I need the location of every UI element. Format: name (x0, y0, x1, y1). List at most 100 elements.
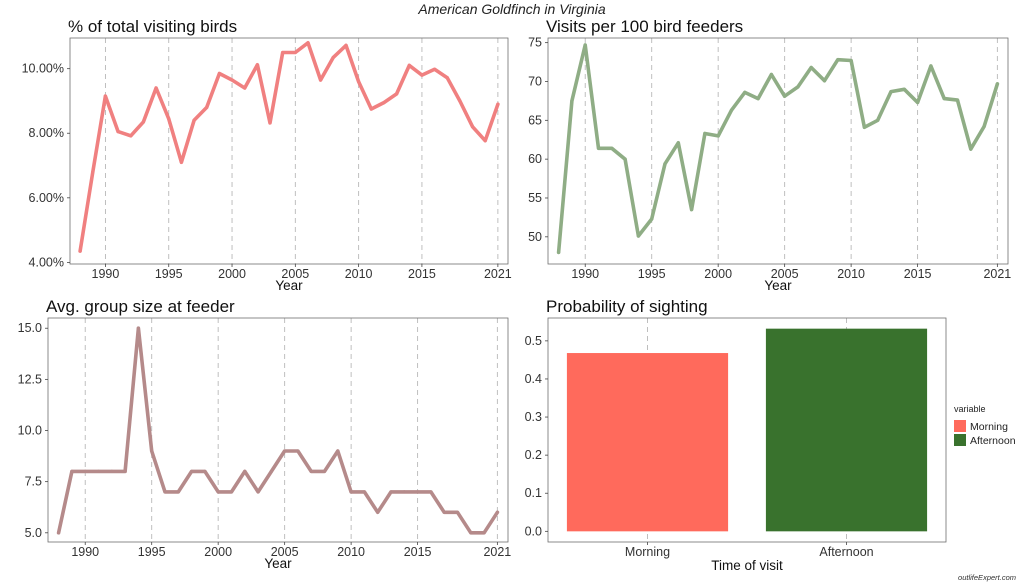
x-axis-label: Time of visit (711, 558, 783, 573)
legend-swatch (954, 434, 966, 446)
x-axis-label: Year (275, 278, 303, 293)
y-tick-label: 15.0 (18, 321, 42, 335)
x-tick-label: 1990 (571, 267, 599, 281)
y-tick-label: 0.2 (525, 448, 542, 462)
data-point (103, 94, 107, 98)
data-point (455, 510, 460, 514)
data-point (203, 469, 207, 473)
data-point (663, 162, 667, 166)
y-tick-label: 6.00% (29, 191, 64, 205)
x-tick-label: Morning (625, 545, 670, 559)
series-line (56, 326, 500, 535)
x-tick-label: 2005 (271, 545, 299, 559)
data-point (483, 139, 487, 143)
y-tick-label: 50 (528, 230, 542, 244)
data-point (496, 102, 500, 106)
data-point (916, 100, 920, 105)
data-point (96, 469, 101, 473)
data-point (743, 90, 747, 94)
panel-probability: Probability of sighting Morning Afternoon 0… (525, 297, 1016, 573)
data-point (458, 99, 462, 103)
data-point (570, 99, 574, 103)
data-point (395, 92, 399, 96)
legend-title: variable (954, 404, 986, 414)
data-point (482, 531, 486, 535)
data-point (123, 469, 127, 473)
data-point (982, 124, 986, 129)
data-point (769, 72, 774, 77)
figure-title: American Goldfinch in Virginia (417, 1, 605, 17)
panel-title: Probability of sighting (546, 297, 708, 316)
data-point (942, 97, 946, 101)
plot-frame (547, 317, 947, 543)
x-tick-label: 2010 (337, 545, 365, 559)
data-point (862, 125, 867, 129)
x-tick-label: 2005 (771, 267, 799, 281)
data-point (557, 250, 561, 254)
data-point (362, 490, 366, 494)
plot-frame (547, 37, 1009, 265)
data-point (229, 490, 234, 494)
data-point (205, 105, 209, 109)
data-point (70, 469, 74, 473)
data-point (83, 469, 87, 473)
data-point (281, 50, 285, 55)
data-point (583, 43, 587, 47)
y-tick-label: 8.00% (29, 126, 64, 140)
data-point (716, 134, 720, 138)
data-point (729, 108, 734, 112)
data-point (376, 510, 380, 514)
legend-swatch (954, 420, 966, 432)
data-point (319, 78, 323, 82)
data-point (57, 531, 61, 535)
data-point (369, 107, 373, 111)
data-point (322, 469, 327, 473)
x-tick-label: 2015 (408, 267, 436, 281)
data-point (269, 469, 273, 473)
x-tick-label: 2000 (218, 267, 246, 281)
watermark: outlifeExpert.com (958, 573, 1016, 582)
data-point (836, 58, 840, 62)
data-point (331, 55, 335, 60)
data-point (442, 510, 446, 514)
y-tick-label: 75 (528, 36, 542, 50)
data-point (296, 449, 300, 453)
series-line (556, 43, 1000, 255)
x-tick-label: 2015 (904, 267, 932, 281)
data-point (382, 101, 386, 105)
x-tick-label: 2021 (484, 267, 512, 281)
data-point (309, 469, 313, 473)
data-point (116, 130, 120, 134)
data-point (955, 98, 960, 102)
data-point (636, 234, 641, 238)
bar-morning (566, 353, 729, 532)
y-tick-label: 5.0 (25, 526, 42, 540)
legend-label: Morning (970, 421, 1008, 433)
data-point (796, 85, 800, 89)
y-tick-label: 10.0 (18, 424, 42, 438)
data-point (756, 97, 760, 101)
data-point (256, 490, 260, 494)
data-point (110, 469, 114, 473)
data-point (471, 125, 475, 129)
x-tick-label: 2010 (837, 267, 865, 281)
data-point (357, 80, 361, 84)
y-tick-label: 0.4 (525, 372, 542, 386)
data-point (179, 160, 183, 164)
data-point (190, 469, 194, 473)
data-point (407, 63, 411, 67)
data-point (129, 134, 133, 138)
data-point (150, 449, 154, 453)
series-line (78, 40, 500, 253)
data-point (676, 141, 680, 145)
plot-frame (69, 37, 509, 265)
data-point (433, 67, 437, 71)
data-point (495, 510, 499, 514)
data-point (596, 146, 601, 150)
data-point (283, 449, 287, 453)
legend: variable Morning Afternoon (954, 404, 1016, 447)
bar-afternoon (765, 328, 928, 532)
data-point (809, 65, 813, 70)
data-point (876, 118, 880, 122)
